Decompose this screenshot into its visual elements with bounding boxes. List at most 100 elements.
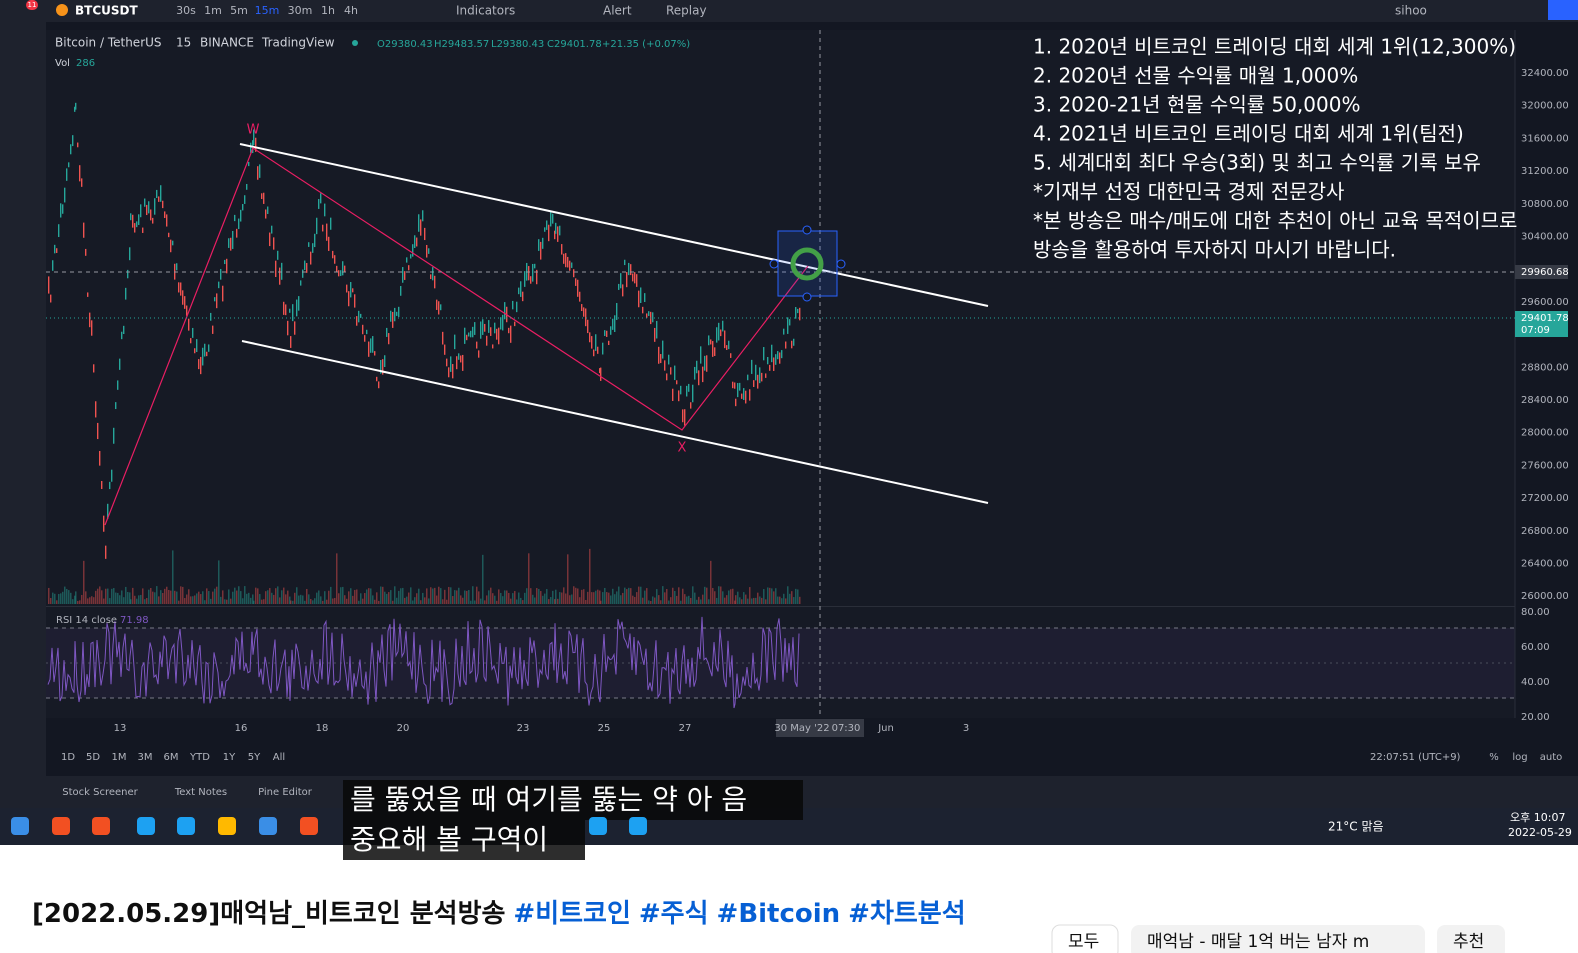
candle [466, 334, 468, 341]
candle [436, 299, 438, 310]
candle [186, 305, 188, 316]
candle [644, 293, 646, 303]
hashtag[interactable]: #Bitcoin [717, 899, 841, 929]
candle [194, 348, 196, 354]
hashtag[interactable]: #차트분석 [848, 899, 965, 929]
candle [646, 313, 648, 318]
taskbar-icon[interactable] [218, 817, 236, 835]
range-button[interactable]: All [273, 752, 285, 763]
interval-button[interactable]: 4h [344, 4, 358, 17]
scale-option[interactable]: auto [1540, 752, 1563, 763]
candle [281, 262, 283, 280]
alert-button[interactable]: Alert [603, 4, 632, 18]
range-bar [46, 742, 1578, 772]
volume-bar [638, 586, 640, 604]
taskbar-icon[interactable] [92, 817, 110, 835]
interval-button[interactable]: 15m [255, 4, 280, 17]
handle[interactable] [769, 259, 779, 269]
volume-bar [674, 591, 676, 604]
volume-bar [146, 598, 148, 604]
volume-bar [793, 597, 795, 604]
bottom-tab[interactable]: Pine Editor [258, 787, 313, 798]
circle-drawing[interactable] [790, 247, 824, 281]
range-button[interactable]: 1Y [223, 752, 236, 763]
taskbar-icon[interactable] [589, 817, 607, 835]
interval-button[interactable]: 1m [204, 4, 222, 17]
volume-bar [773, 591, 775, 604]
range-button[interactable]: YTD [189, 752, 210, 763]
user-name[interactable]: sihoo [1395, 4, 1427, 18]
interval-button[interactable]: 5m [230, 4, 248, 17]
candle [514, 321, 516, 327]
range-button[interactable]: 1D [61, 752, 75, 763]
bottom-tab[interactable]: Stock Screener [62, 787, 138, 798]
volume-bar [482, 554, 484, 604]
hashtag[interactable]: #비트코인 [513, 899, 630, 929]
wave-label: W [247, 123, 260, 138]
chip[interactable] [1437, 925, 1505, 953]
range-button[interactable]: 5Y [248, 752, 261, 763]
scale-option[interactable]: % [1489, 752, 1499, 763]
taskbar-icon[interactable] [177, 817, 195, 835]
candle [138, 214, 140, 225]
candle [176, 263, 178, 271]
volume-bar [97, 588, 99, 604]
taskbar-icon[interactable] [300, 817, 318, 835]
volume-bar [608, 592, 610, 604]
volume-bar [737, 591, 739, 604]
taskbar-icon[interactable] [11, 817, 29, 835]
volume-bar [777, 596, 779, 604]
candle [148, 201, 150, 214]
taskbar-icon[interactable] [137, 817, 155, 835]
volume-bar [271, 592, 273, 604]
interval-button[interactable]: 30s [176, 4, 196, 17]
candle [502, 314, 504, 331]
handle[interactable] [802, 292, 812, 302]
range-button[interactable]: 6M [164, 752, 179, 763]
candle [486, 335, 488, 346]
range-button[interactable]: 1M [112, 752, 127, 763]
interval-button[interactable]: 30m [288, 4, 313, 17]
candle [220, 268, 222, 280]
scale-option[interactable]: log [1512, 752, 1527, 763]
candle [654, 327, 656, 342]
candle [458, 353, 460, 360]
candle [136, 221, 138, 228]
candle [747, 374, 749, 381]
candle [228, 238, 230, 248]
bottom-tab[interactable]: Text Notes [174, 787, 227, 798]
candle [438, 301, 440, 315]
chip[interactable] [1131, 925, 1425, 953]
publish-button[interactable] [1548, 0, 1578, 20]
range-button[interactable]: 3M [138, 752, 153, 763]
taskbar-icon[interactable] [259, 817, 277, 835]
replay-button[interactable]: Replay [666, 4, 707, 18]
volume-bar [358, 600, 360, 604]
chip[interactable] [1051, 924, 1119, 953]
volume-bar [557, 598, 559, 604]
handle[interactable] [802, 225, 812, 235]
hashtag[interactable]: #주식 [639, 899, 709, 929]
volume-bar [232, 591, 234, 604]
indicators-button[interactable]: Indicators [456, 4, 515, 18]
candle [83, 222, 85, 238]
volume-bar [85, 591, 87, 604]
volume-bar [142, 588, 144, 604]
range-button[interactable]: 5D [86, 752, 100, 763]
last-price: 29401.78 [1521, 313, 1569, 324]
taskbar-icon[interactable] [629, 817, 647, 835]
symbol[interactable]: BTCUSDT [75, 4, 138, 18]
source: TradingView [261, 36, 335, 50]
interval-button[interactable]: 1h [321, 4, 335, 17]
candle [250, 142, 252, 153]
candle [682, 409, 684, 423]
handle[interactable] [836, 259, 846, 269]
candle [184, 296, 186, 309]
volume-bar [138, 595, 140, 604]
price-tick: 27200.00 [1521, 493, 1569, 504]
volume-bar [676, 595, 678, 604]
candle [604, 330, 606, 337]
candle [620, 273, 622, 289]
volume-bar [550, 597, 552, 604]
taskbar-icon[interactable] [52, 817, 70, 835]
